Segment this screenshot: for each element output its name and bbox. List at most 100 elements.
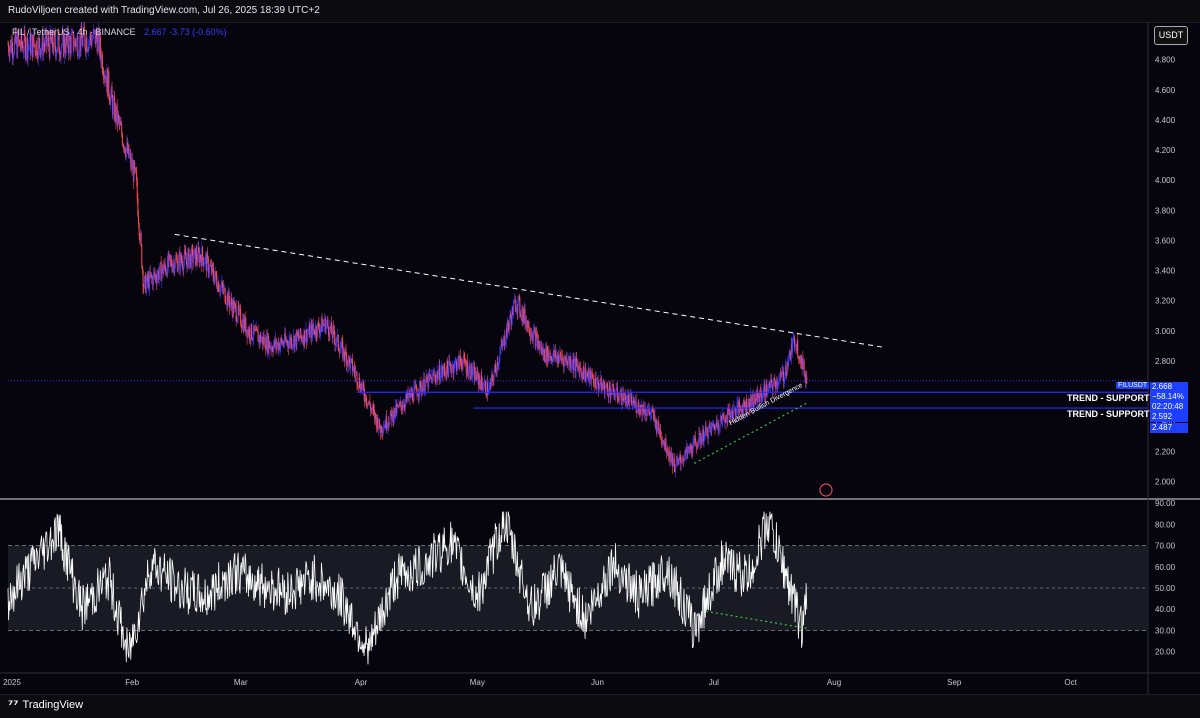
candle-body	[175, 259, 176, 268]
candle-body	[495, 367, 496, 372]
candle-body	[141, 245, 142, 267]
candle-body	[797, 340, 798, 357]
rsi-tick-label: 50.00	[1155, 584, 1176, 593]
candle-body	[357, 385, 358, 386]
candle-body	[186, 259, 187, 260]
bar-countdown: 02:20:48	[1152, 402, 1186, 412]
candle-body	[141, 233, 142, 245]
candle-body	[636, 401, 637, 411]
candle-body	[806, 377, 807, 384]
candle-body	[249, 329, 250, 339]
currency-button[interactable]: USDT	[1154, 26, 1188, 45]
support1-price-tag: 2.592	[1150, 412, 1188, 422]
candle-body	[82, 36, 83, 46]
price-tick-label: 3.800	[1155, 206, 1176, 215]
time-tick-label: Mar	[234, 678, 248, 687]
candle-body	[383, 428, 384, 432]
rsi-tick-label: 40.00	[1155, 605, 1176, 614]
candle-body	[513, 303, 514, 315]
candle-body	[56, 52, 57, 57]
symbol-price-tag: FILUSDT	[1116, 382, 1149, 389]
tradingview-logo[interactable]: ⁷⁷ TradingView	[8, 698, 83, 712]
price-tick-label: 2.000	[1155, 477, 1176, 486]
candle-body	[202, 247, 203, 257]
candle-body	[708, 427, 709, 438]
time-tick-label: Apr	[355, 678, 368, 687]
time-tick-label: 2025	[3, 678, 21, 687]
legend-symbol: FIL / TetherUS · 4h · BINANCE	[12, 27, 136, 37]
candle-body	[786, 366, 787, 373]
candle-body	[193, 259, 194, 263]
brand-label: TradingView	[23, 699, 84, 711]
rsi-tick-label: 20.00	[1155, 648, 1176, 657]
price-change: −58.14%	[1152, 392, 1186, 402]
candle-body	[485, 381, 486, 393]
candle-body	[300, 329, 301, 337]
last-price: 2.668	[1152, 382, 1186, 392]
price-tick-label: 4.600	[1155, 86, 1176, 95]
rsi-pane	[8, 512, 1148, 665]
tradingview-logo-icon: ⁷⁷	[8, 698, 19, 712]
candle-body	[698, 433, 699, 444]
candle-body	[683, 459, 684, 460]
candle-body	[340, 349, 341, 353]
candle-body	[675, 467, 676, 472]
rsi-tick-label: 70.00	[1155, 542, 1176, 551]
candle-body	[73, 47, 74, 50]
time-tick-label: Oct	[1064, 678, 1077, 687]
trend-support-label-2: TREND - SUPPORT	[1067, 409, 1150, 419]
price-tick-label: 4.200	[1155, 146, 1176, 155]
time-tick-label: May	[470, 678, 485, 687]
last-price-tag: 2.668 −58.14% 02:20:48	[1150, 382, 1188, 412]
header-bar: RudoViljoen created with TradingView.com…	[0, 0, 1200, 23]
price-tick-label: 3.400	[1155, 267, 1176, 276]
candle-body	[795, 345, 796, 347]
chart-legend: FIL / TetherUS · 4h · BINANCE 2.667 -3.7…	[12, 27, 227, 37]
candle-body	[391, 410, 392, 413]
rsi-tick-label: 80.00	[1155, 520, 1176, 529]
time-tick-label: Sep	[947, 678, 962, 687]
rsi-tick-label: 30.00	[1155, 626, 1176, 635]
price-tick-label: 4.800	[1155, 56, 1176, 65]
trend-support-label-1: TREND - SUPPORT	[1067, 393, 1150, 403]
rsi-tick-label: 90.00	[1155, 499, 1176, 508]
candle-body	[596, 378, 597, 389]
rsi-tick-label: 60.00	[1155, 563, 1176, 572]
time-tick-label: Jun	[591, 678, 604, 687]
candle-body	[76, 39, 77, 47]
footer-bar: ⁷⁷ TradingView	[0, 694, 1200, 718]
candle-body	[499, 354, 500, 362]
candle-body	[159, 263, 160, 273]
price-tick-label: 3.000	[1155, 327, 1176, 336]
chart-frame[interactable]: Hidden Bullish Divergence 2.0002.2002.40…	[0, 22, 1200, 694]
price-pane: Hidden Bullish Divergence	[8, 22, 1149, 496]
candle-body	[470, 366, 471, 377]
candle-body	[146, 282, 147, 293]
chart-title: RudoViljoen created with TradingView.com…	[8, 5, 320, 16]
support2-price-tag: 2.487	[1150, 423, 1188, 433]
candle-body	[574, 362, 575, 371]
candle-body	[14, 40, 15, 54]
candle-body	[720, 420, 721, 427]
candle-body	[71, 35, 72, 53]
price-tick-label: 2.200	[1155, 447, 1176, 456]
candle-body	[544, 350, 545, 360]
price-tick-label: 4.400	[1155, 116, 1176, 125]
time-tick-label: Jul	[709, 678, 719, 687]
candle-body	[31, 40, 32, 55]
candle-body	[327, 320, 328, 327]
time-tick-label: Feb	[125, 678, 139, 687]
candle-body	[595, 378, 596, 387]
candle-body	[108, 71, 109, 95]
price-tick-label: 4.000	[1155, 176, 1176, 185]
price-tick-label: 3.200	[1155, 297, 1176, 306]
candle-body	[520, 313, 521, 316]
legend-ohlc: 2.667 -3.73 (-0.60%)	[144, 27, 227, 37]
price-tick-label: 3.600	[1155, 236, 1176, 245]
price-tick-label: 2.800	[1155, 357, 1176, 366]
chart-svg[interactable]: Hidden Bullish Divergence 2.0002.2002.40…	[0, 22, 1200, 694]
candle-body	[625, 393, 626, 397]
candle-body	[113, 100, 114, 115]
candle-body	[38, 38, 39, 60]
candle-body	[178, 256, 179, 266]
